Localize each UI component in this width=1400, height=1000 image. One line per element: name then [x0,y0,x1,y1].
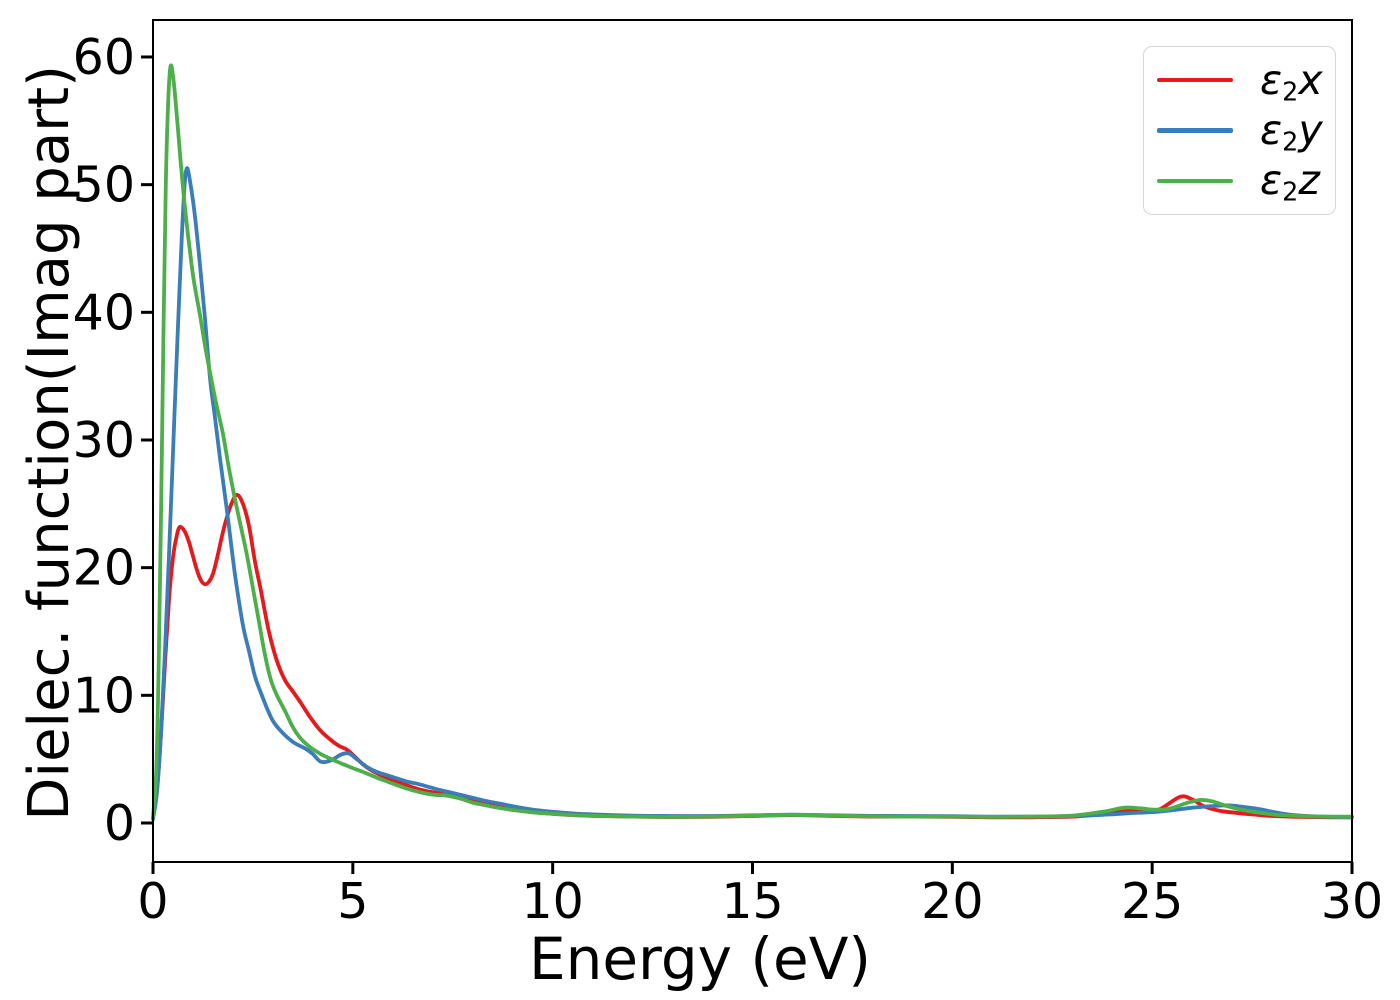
plot-frame [152,19,1353,863]
y-tick-label-10: 10 [73,667,135,724]
y-tick-label-30: 30 [73,412,135,469]
legend-line-sample-e2x [1157,77,1233,83]
y-tick-label-50: 50 [73,157,135,214]
y-tick-label-60: 60 [73,29,135,86]
legend: ε2x ε2y ε2z [1143,46,1336,215]
y-tick-label-20: 20 [73,540,135,597]
x-tick-label-20: 20 [921,873,983,930]
axis-letter: x [1298,55,1323,104]
legend-item-e2y: ε2y [1144,109,1335,154]
legend-label-e2y: ε2y [1260,109,1323,154]
curve-epsilon2y [151,166,1354,822]
epsilon-symbol: ε [1260,55,1283,104]
epsilon-symbol: ε [1260,105,1283,154]
y-tick-label-40: 40 [73,284,135,341]
legend-label-e2z: ε2z [1260,160,1320,205]
epsilon-subscript: 2 [1282,76,1299,106]
legend-line-sample-e2y [1157,128,1233,133]
y-tick-label-0: 0 [104,795,135,852]
axis-letter: z [1298,156,1320,205]
legend-line-sample-e2z [1157,178,1233,184]
epsilon-subscript: 2 [1282,126,1299,157]
x-tick-label-15: 15 [721,873,783,930]
curve-epsilon2x [151,493,1354,820]
epsilon-symbol: ε [1260,156,1283,205]
epsilon-subscript: 2 [1282,176,1299,207]
x-tick-label-25: 25 [1121,873,1183,930]
x-tick-label-30: 30 [1321,873,1383,930]
x-tick-label-10: 10 [521,873,583,930]
y-axis-label: Dielec. function(Imag part) [17,65,83,821]
legend-item-e2x: ε2x [1144,59,1335,104]
curve-epsilon2z [151,63,1354,819]
axis-letter: y [1298,105,1323,154]
x-tick-label-0: 0 [137,873,168,930]
x-axis-label: Energy (eV) [528,925,872,993]
legend-item-e2z: ε2z [1144,160,1335,205]
legend-label-e2x: ε2x [1260,59,1323,104]
x-tick-label-5: 5 [337,873,368,930]
